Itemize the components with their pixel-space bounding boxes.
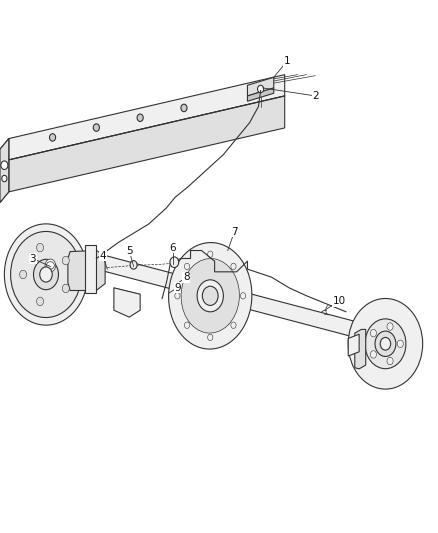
- Circle shape: [231, 322, 236, 328]
- Polygon shape: [348, 334, 359, 356]
- Circle shape: [4, 224, 88, 325]
- Polygon shape: [247, 77, 274, 96]
- Circle shape: [36, 244, 43, 252]
- Polygon shape: [0, 139, 9, 203]
- Circle shape: [208, 251, 213, 257]
- Circle shape: [62, 256, 69, 265]
- Circle shape: [197, 280, 223, 312]
- Circle shape: [348, 298, 423, 389]
- Text: 9: 9: [174, 283, 181, 293]
- Circle shape: [184, 322, 190, 328]
- Polygon shape: [355, 329, 366, 369]
- Circle shape: [380, 337, 391, 350]
- Ellipse shape: [181, 259, 240, 333]
- Text: 6: 6: [170, 243, 177, 253]
- Circle shape: [20, 270, 27, 279]
- Circle shape: [40, 267, 52, 282]
- Circle shape: [370, 351, 376, 358]
- Circle shape: [258, 85, 264, 93]
- Polygon shape: [247, 88, 274, 101]
- Circle shape: [184, 263, 190, 270]
- Circle shape: [2, 175, 7, 182]
- Circle shape: [49, 134, 56, 141]
- Circle shape: [387, 357, 393, 365]
- Polygon shape: [0, 139, 9, 203]
- Circle shape: [130, 261, 137, 269]
- Circle shape: [240, 293, 246, 299]
- Circle shape: [137, 114, 143, 122]
- Text: 4: 4: [99, 251, 106, 261]
- Circle shape: [11, 231, 81, 318]
- Circle shape: [208, 334, 213, 341]
- Circle shape: [62, 284, 69, 293]
- Text: 5: 5: [126, 246, 133, 255]
- Polygon shape: [68, 251, 105, 290]
- Circle shape: [387, 323, 393, 330]
- Circle shape: [231, 263, 236, 270]
- Polygon shape: [96, 253, 359, 338]
- Text: 1: 1: [283, 56, 290, 66]
- Polygon shape: [9, 96, 285, 192]
- Circle shape: [175, 293, 180, 299]
- Circle shape: [365, 319, 406, 369]
- Text: 2: 2: [312, 91, 319, 101]
- Circle shape: [181, 104, 187, 111]
- Circle shape: [370, 329, 376, 337]
- Text: 3: 3: [29, 254, 36, 263]
- Text: 7: 7: [231, 227, 238, 237]
- Circle shape: [375, 331, 396, 357]
- Circle shape: [1, 161, 8, 169]
- Polygon shape: [114, 288, 140, 317]
- Circle shape: [397, 340, 403, 348]
- Text: 10: 10: [333, 296, 346, 306]
- Circle shape: [36, 297, 43, 305]
- Circle shape: [33, 260, 58, 290]
- Polygon shape: [85, 245, 96, 293]
- Ellipse shape: [169, 243, 252, 349]
- Text: 8: 8: [183, 272, 190, 282]
- Circle shape: [170, 257, 179, 268]
- Circle shape: [93, 124, 99, 131]
- Circle shape: [202, 286, 218, 305]
- Polygon shape: [9, 75, 285, 160]
- Circle shape: [45, 259, 56, 272]
